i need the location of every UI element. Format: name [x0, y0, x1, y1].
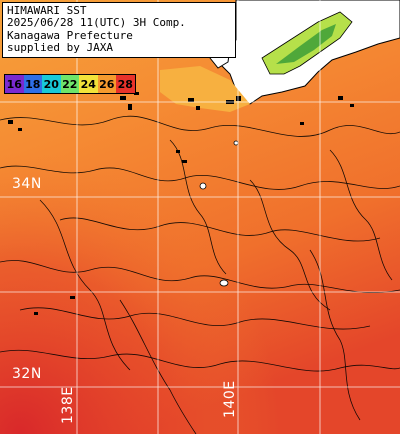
- island: [219, 279, 229, 287]
- legend-cell-28: 28: [116, 75, 135, 93]
- temperature-legend: 16 18 20 22 24 26 28: [4, 74, 136, 94]
- legend-cell-20: 20: [42, 75, 61, 93]
- region-line: Kanagawa Prefecture: [7, 28, 133, 42]
- sst-contours: [0, 115, 400, 435]
- lon-label-140e: 140E: [222, 380, 238, 418]
- legend-cell-16: 16: [5, 75, 24, 93]
- legend-cell-24: 24: [79, 75, 98, 93]
- cold-coastal-water: [276, 24, 336, 64]
- lat-label-32n: 32N: [12, 366, 42, 382]
- legend-cell-26: 26: [97, 75, 116, 93]
- legend-cell-22: 22: [60, 75, 79, 93]
- lon-label-138e: 138E: [60, 386, 76, 424]
- timestamp-line: 2025/06/28 11(UTC) 3H Comp.: [7, 16, 186, 30]
- legend-cell-18: 18: [23, 75, 42, 93]
- title-line: HIMAWARI SST: [7, 4, 87, 17]
- lat-label-34n: 34N: [12, 176, 42, 192]
- island: [199, 182, 207, 190]
- credit-line: supplied by JAXA: [7, 41, 113, 55]
- map-title-box: HIMAWARI SST 2025/06/28 11(UTC) 3H Comp.…: [2, 2, 236, 58]
- island: [233, 140, 239, 146]
